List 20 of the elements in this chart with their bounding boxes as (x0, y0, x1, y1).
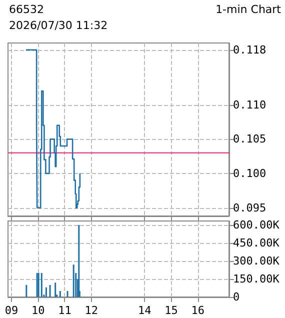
y-tick-label: 0.110 (233, 98, 266, 112)
y-tick-label: 0.118 (233, 43, 266, 56)
y-tick-label: 450.00K (233, 236, 280, 250)
y-tick-label: 150.00K (233, 272, 280, 286)
x-tick-label: 11 (58, 304, 72, 317)
x-tick-label: 16 (191, 304, 204, 317)
text: 1-min Chart (216, 2, 281, 18)
y-tick-label: 0.105 (233, 132, 266, 146)
text: 2026/07/30 11:32 (9, 18, 109, 34)
y-tick-label: 0.095 (233, 201, 266, 214)
x-tick-label: 09 (4, 304, 18, 317)
x-tick-label: 14 (138, 304, 152, 317)
chart-title: 66532 (9, 3, 44, 16)
x-tick-label: 10 (31, 304, 45, 317)
x-tick-label: 15 (164, 304, 178, 317)
y-tick-label: 600.00K (233, 218, 280, 232)
y-tick-label: 0 (233, 290, 240, 304)
x-tick-label: 12 (84, 304, 98, 317)
y-tick-label: 0.100 (233, 166, 266, 180)
y-tick-label: 300.00K (233, 254, 280, 268)
